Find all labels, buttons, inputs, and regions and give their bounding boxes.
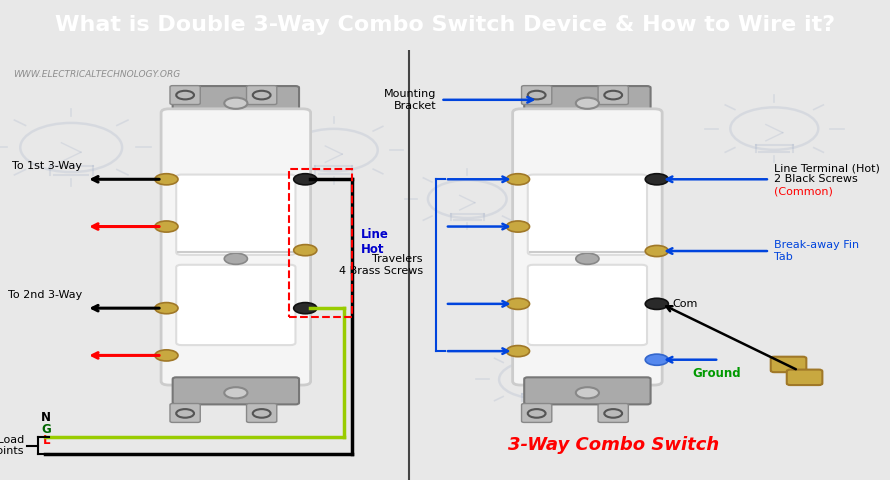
- FancyBboxPatch shape: [161, 109, 311, 385]
- Text: To 1st 3-Way: To 1st 3-Way: [12, 161, 82, 171]
- Circle shape: [645, 174, 668, 185]
- Text: Line Terminal (Hot): Line Terminal (Hot): [774, 164, 880, 174]
- FancyBboxPatch shape: [524, 377, 651, 404]
- Circle shape: [576, 253, 599, 264]
- Circle shape: [294, 245, 317, 256]
- Circle shape: [576, 97, 599, 109]
- Circle shape: [506, 298, 530, 310]
- Circle shape: [155, 350, 178, 361]
- Circle shape: [224, 97, 247, 109]
- Circle shape: [645, 245, 668, 257]
- Text: (Common): (Common): [774, 186, 833, 196]
- FancyBboxPatch shape: [173, 377, 299, 404]
- FancyBboxPatch shape: [170, 85, 200, 105]
- Circle shape: [224, 253, 247, 264]
- Text: What is Double 3-Way Combo Switch Device & How to Wire it?: What is Double 3-Way Combo Switch Device…: [55, 15, 835, 35]
- Circle shape: [224, 387, 247, 398]
- Circle shape: [294, 174, 317, 185]
- Text: Line
Hot: Line Hot: [360, 228, 388, 255]
- Text: Ground: Ground: [692, 367, 741, 380]
- FancyBboxPatch shape: [247, 404, 277, 422]
- FancyBboxPatch shape: [173, 86, 299, 115]
- Text: L: L: [43, 434, 50, 447]
- FancyBboxPatch shape: [522, 404, 552, 422]
- Circle shape: [294, 302, 317, 314]
- FancyBboxPatch shape: [524, 86, 651, 115]
- Text: Com: Com: [673, 299, 699, 309]
- Circle shape: [155, 221, 178, 232]
- Circle shape: [155, 174, 178, 185]
- Text: Mounting
Bracket: Mounting Bracket: [384, 89, 436, 110]
- FancyBboxPatch shape: [522, 85, 552, 105]
- FancyBboxPatch shape: [787, 370, 822, 385]
- Circle shape: [155, 302, 178, 314]
- Circle shape: [645, 354, 668, 365]
- FancyBboxPatch shape: [528, 265, 647, 345]
- Bar: [289, 168, 352, 317]
- Text: To 2nd 3-Way: To 2nd 3-Way: [8, 290, 82, 300]
- FancyBboxPatch shape: [598, 85, 628, 105]
- FancyBboxPatch shape: [513, 109, 662, 385]
- FancyBboxPatch shape: [771, 357, 806, 372]
- Circle shape: [645, 298, 668, 310]
- FancyBboxPatch shape: [176, 175, 295, 255]
- FancyBboxPatch shape: [176, 265, 295, 345]
- Circle shape: [506, 174, 530, 185]
- Text: Break-away Fin: Break-away Fin: [774, 240, 860, 250]
- Text: G: G: [42, 423, 51, 436]
- Text: N: N: [41, 411, 52, 424]
- Circle shape: [506, 221, 530, 232]
- FancyBboxPatch shape: [170, 404, 200, 422]
- Circle shape: [576, 387, 599, 398]
- Text: Tab: Tab: [774, 252, 793, 262]
- Text: Travelers
4 Brass Screws: Travelers 4 Brass Screws: [338, 254, 423, 276]
- FancyBboxPatch shape: [247, 85, 277, 105]
- Circle shape: [506, 346, 530, 357]
- Text: 2 Black Screws: 2 Black Screws: [774, 174, 858, 184]
- FancyBboxPatch shape: [598, 404, 628, 422]
- Text: WWW.ELECTRICALTECHNOLOGY.ORG: WWW.ELECTRICALTECHNOLOGY.ORG: [13, 70, 181, 79]
- Text: To Both Load
Points: To Both Load Points: [0, 435, 24, 456]
- FancyBboxPatch shape: [528, 175, 647, 255]
- Text: 3-Way Combo Switch: 3-Way Combo Switch: [508, 436, 720, 454]
